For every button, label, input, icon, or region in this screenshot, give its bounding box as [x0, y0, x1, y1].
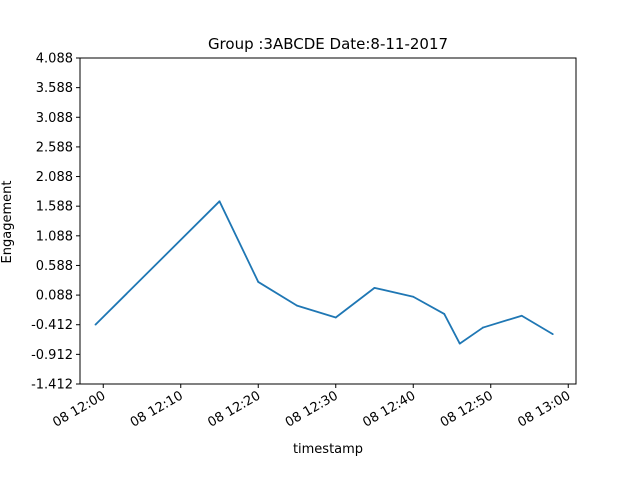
y-axis-label: Engagement	[0, 181, 15, 264]
plot-frame	[79, 57, 577, 385]
y-tick-label: -0.412	[31, 318, 73, 333]
y-tick-label: 4.088	[36, 52, 73, 67]
data-point	[218, 200, 221, 203]
y-tick-label: 3.088	[36, 111, 73, 126]
x-tick-label: 08 13:00	[515, 388, 573, 430]
y-tick-label: 3.588	[36, 81, 73, 96]
plot-area: -1.412 -0.912 -0.412 0.088 0.588 1.088 1.588 2.…	[31, 52, 577, 431]
x-tick-label: 08 12:40	[360, 388, 418, 430]
x-tick-label: 08 12:20	[205, 388, 263, 430]
data-point	[443, 313, 446, 315]
x-tick-label: 08 12:00	[50, 388, 108, 430]
data-point	[458, 342, 461, 345]
data-point	[373, 286, 376, 289]
x-axis-label: timestamp	[293, 442, 363, 457]
y-tick-label: 0.088	[36, 289, 73, 304]
x-tick-label: 08 12:50	[438, 388, 496, 430]
data-point	[482, 326, 484, 329]
x-tick-label: 08 12:10	[128, 388, 186, 430]
data-point	[257, 281, 260, 283]
data-point	[94, 323, 97, 326]
series-line	[94, 200, 554, 345]
data-point	[334, 316, 337, 319]
y-tick-label: -0.912	[31, 348, 73, 363]
data-point	[520, 314, 523, 317]
y-tick-label: -1.412	[31, 378, 73, 393]
data-point	[551, 333, 554, 335]
chart-title: Group :3ABCDE Date:8-11-2017	[208, 35, 448, 53]
y-tick-label: 1.588	[36, 200, 73, 215]
x-tick-label: 08 12:30	[283, 388, 341, 430]
y-tick-label: 0.588	[36, 259, 73, 274]
y-tick-label: 2.588	[36, 140, 73, 155]
data-point	[412, 295, 415, 298]
y-tick-label: 1.088	[36, 229, 73, 244]
y-tick-label: 2.088	[36, 170, 73, 185]
data-point	[296, 304, 298, 307]
